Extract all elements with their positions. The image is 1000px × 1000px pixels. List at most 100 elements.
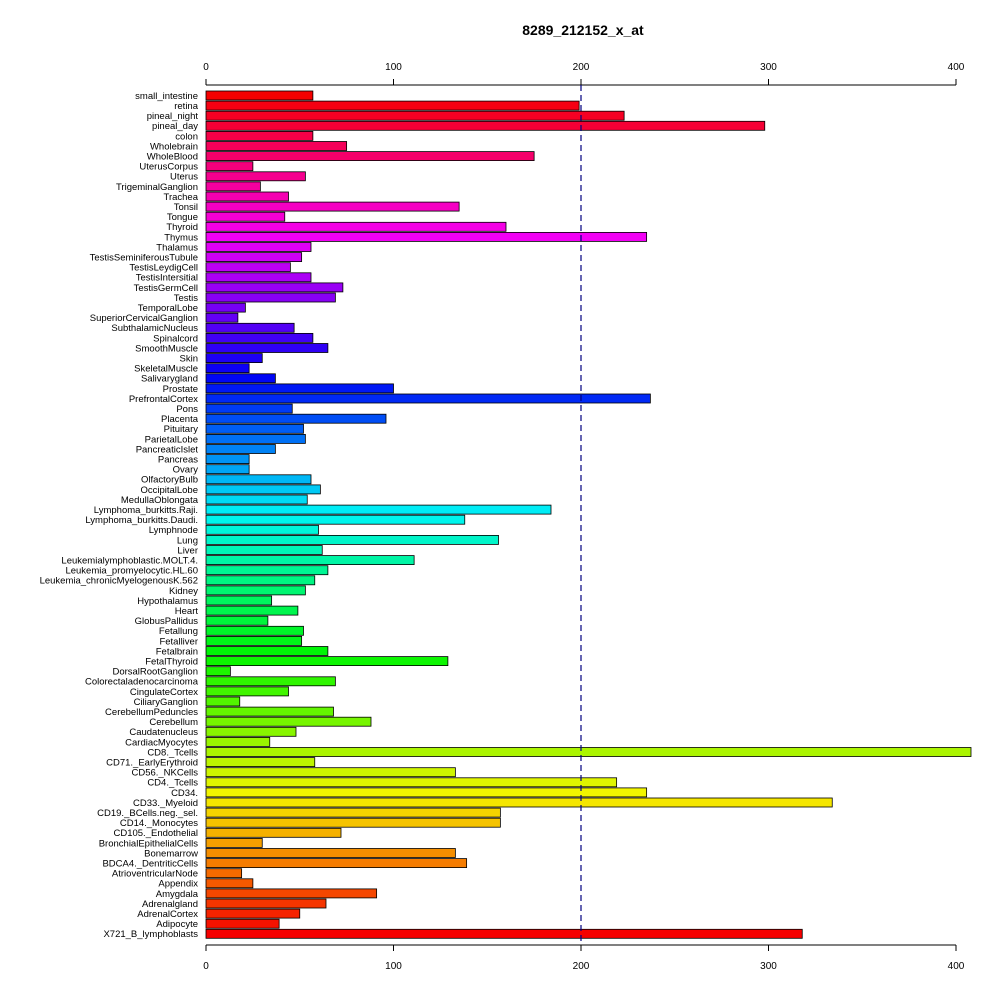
category-label: CerebellumPeduncles <box>105 707 198 718</box>
category-label: Placenta <box>161 414 199 425</box>
category-label: TestisSeminiferousTubule <box>90 253 198 264</box>
bar <box>205 615 269 626</box>
bar <box>205 423 304 434</box>
category-label: SuperiorCervicalGanglion <box>90 313 198 324</box>
bar <box>205 747 972 757</box>
category-label: retina <box>174 101 198 112</box>
bar <box>205 666 231 677</box>
bar <box>205 767 456 778</box>
category-label: Cerebellum <box>149 717 198 728</box>
category-label: Leukemia_promyelocytic.HL.60 <box>65 566 198 577</box>
bar <box>205 373 276 384</box>
category-label: Pons <box>176 404 198 415</box>
category-label: MedullaOblongata <box>121 495 199 506</box>
bar <box>205 130 314 141</box>
bar <box>205 433 306 444</box>
category-label: OccipitalLobe <box>140 485 198 496</box>
bar <box>205 827 342 838</box>
bar <box>205 535 499 545</box>
category-label: Salivarygland <box>141 374 198 385</box>
category-label: Ovary <box>173 465 199 476</box>
category-label: Tonsil <box>174 202 198 213</box>
bar <box>205 363 250 374</box>
category-label: Leukemialymphoblastic.MOLT.4. <box>61 556 198 567</box>
bar <box>205 676 336 687</box>
category-label: Adipocyte <box>156 919 198 930</box>
category-label: AdrenalCortex <box>137 909 198 920</box>
bar <box>205 464 250 475</box>
top-tick-label: 200 <box>573 62 590 73</box>
bar <box>205 838 263 848</box>
category-label: CD105._Endothelial <box>113 828 198 839</box>
category-label: CD8._Tcells <box>147 747 198 758</box>
bar <box>205 211 286 222</box>
category-label: Appendix <box>158 879 198 890</box>
category-label: SmoothMuscle <box>135 343 198 354</box>
bar <box>205 848 456 858</box>
bar <box>205 100 580 111</box>
bars-group <box>205 90 972 939</box>
bar <box>205 636 303 646</box>
bar <box>205 151 535 162</box>
bar <box>205 302 246 313</box>
category-label: OlfactoryBulb <box>141 475 198 486</box>
top-tick-label: 300 <box>760 62 777 73</box>
category-label: Pituitary <box>164 424 199 435</box>
bar <box>205 545 323 555</box>
category-label: Testis <box>174 293 199 304</box>
bar <box>205 181 261 192</box>
bar <box>205 141 348 151</box>
category-label: colon <box>175 131 198 142</box>
category-label: CD71._EarlyErythroid <box>106 758 198 769</box>
top-x-axis: 0 100 200 300 400 <box>203 62 965 86</box>
bar <box>205 878 254 889</box>
category-label: TestisLeydigCell <box>129 263 198 274</box>
category-label: Colorectaladenocarcinoma <box>85 677 199 688</box>
category-label: CD14._Monocytes <box>120 818 198 829</box>
category-label: Spinalcord <box>153 333 198 344</box>
bar <box>205 737 271 747</box>
bar <box>205 726 297 737</box>
bar <box>205 787 648 798</box>
bar <box>205 696 241 707</box>
category-label: Lymphoma_burkitts.Raji. <box>94 505 198 516</box>
bar <box>205 484 321 495</box>
bar <box>205 403 293 414</box>
category-label: Caudatenucleus <box>129 727 198 738</box>
bar <box>205 383 394 394</box>
category-label: TrigeminalGanglion <box>116 182 198 193</box>
bar <box>205 282 344 293</box>
category-label: Bonemarrow <box>144 848 198 859</box>
bottom-tick-label: 100 <box>385 961 402 972</box>
bar <box>205 625 304 636</box>
category-label: Lung <box>177 535 198 546</box>
category-label: Skin <box>180 354 198 365</box>
category-label: AtrioventricularNode <box>112 869 198 880</box>
category-label: Thyroid <box>166 222 198 233</box>
bottom-tick-label: 400 <box>948 961 965 972</box>
bar <box>205 353 263 364</box>
bar <box>205 858 468 868</box>
bar <box>205 312 239 323</box>
bar <box>205 272 312 283</box>
category-label: TemporalLobe <box>138 303 198 314</box>
category-label: UterusCorpus <box>139 162 198 173</box>
bar <box>205 757 316 767</box>
bar <box>205 120 766 131</box>
bar <box>205 888 378 899</box>
bar <box>205 595 273 606</box>
category-label: PancreaticIslet <box>136 444 199 455</box>
bar <box>205 343 329 353</box>
bar <box>205 171 306 182</box>
bar <box>205 332 314 343</box>
category-label: WholeBlood <box>147 152 198 163</box>
category-label: Lymphoma_burkitts.Daudi. <box>85 515 198 526</box>
bar <box>205 706 334 717</box>
bar <box>205 555 415 565</box>
category-label: Fetalliver <box>159 636 198 647</box>
chart-title: 8289_212152_x_at <box>522 22 644 38</box>
category-label: TestisGermCell <box>134 283 198 294</box>
bar <box>205 656 449 666</box>
category-label: DorsalRootGanglion <box>112 667 198 678</box>
